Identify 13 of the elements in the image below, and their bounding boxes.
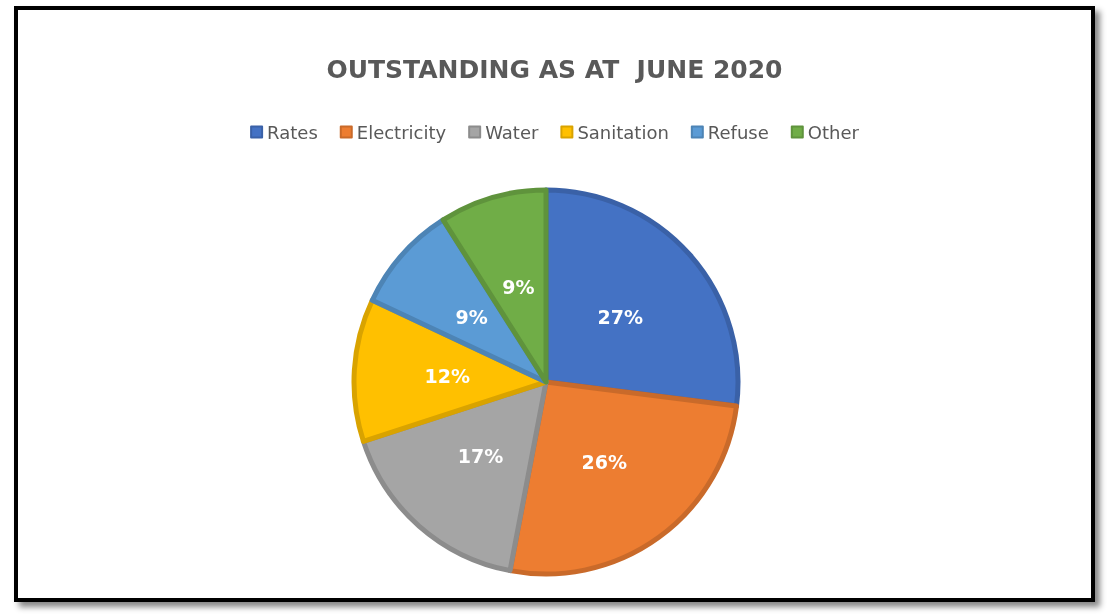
data-label: 27% — [597, 305, 643, 328]
legend-label: Refuse — [707, 121, 769, 143]
chart-title: OUTSTANDING AS AT JUNE 2020 — [326, 55, 783, 84]
legend-label: Other — [807, 121, 860, 143]
data-label: 26% — [581, 451, 627, 474]
legend-label: Sanitation — [577, 121, 669, 143]
data-label: 9% — [502, 275, 535, 298]
legend-label: Rates — [267, 121, 318, 143]
data-label: 12% — [424, 364, 470, 387]
data-label: 9% — [455, 305, 488, 328]
data-label: 17% — [457, 445, 504, 468]
legend-label: Water — [485, 121, 539, 143]
legend-label: Electricity — [356, 121, 447, 143]
